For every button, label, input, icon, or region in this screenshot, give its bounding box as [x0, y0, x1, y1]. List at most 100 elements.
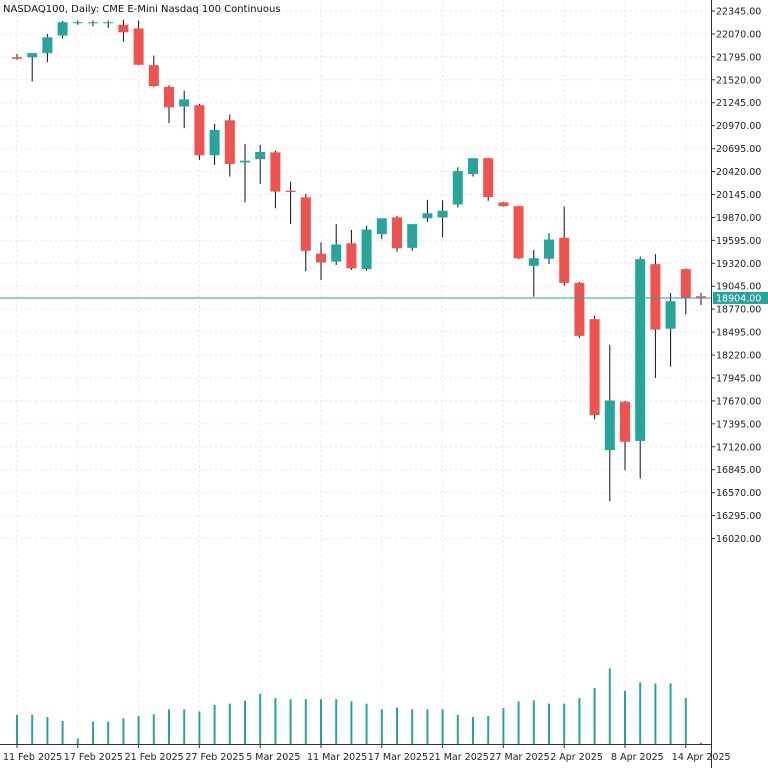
x-tick-label: 17 Feb 2025 — [64, 752, 123, 763]
y-tick-label: 17945.00 — [716, 373, 761, 384]
candle-body — [544, 239, 554, 259]
x-tick-label: 21 Mar 2025 — [429, 752, 489, 763]
x-tick-label: 14 Apr 2025 — [672, 752, 731, 763]
volume-bar — [289, 699, 292, 744]
volume-bar — [578, 698, 581, 744]
y-tick-label: 20420.00 — [716, 167, 761, 178]
candle-body — [27, 53, 38, 58]
volume-bar — [259, 693, 262, 744]
candle-body — [255, 151, 266, 160]
volume-bar — [639, 682, 642, 744]
grid — [0, 0, 711, 744]
x-tick-label: 2 Apr 2025 — [550, 752, 603, 763]
volume-bar — [122, 718, 125, 744]
y-tick-label: 21245.00 — [716, 98, 761, 109]
x-tick-label: 17 Mar 2025 — [368, 752, 428, 763]
candle-body — [103, 22, 114, 24]
y-tick-label: 20695.00 — [716, 144, 761, 155]
candle-body — [528, 258, 539, 266]
volume-bar — [16, 714, 18, 744]
y-tick-label: 17670.00 — [716, 396, 761, 407]
y-tick-label: 18220.00 — [716, 351, 761, 362]
candle-body — [42, 37, 53, 54]
volume-bar — [350, 701, 353, 744]
volume-bar — [76, 738, 79, 744]
y-tick-label: 18770.00 — [716, 305, 761, 316]
candle-body — [559, 237, 570, 283]
candle-body — [331, 244, 342, 262]
volume-bar — [608, 668, 611, 744]
y-tick-label: 19320.00 — [716, 259, 761, 270]
volume-bar — [228, 703, 231, 744]
candle-body — [270, 152, 281, 192]
candle-body — [285, 190, 296, 192]
volume-bar — [396, 707, 398, 744]
y-tick-label: 19870.00 — [716, 213, 761, 224]
x-tick-label: 27 Mar 2025 — [489, 752, 549, 763]
volume-bar — [700, 742, 702, 744]
volume-bar — [61, 721, 64, 744]
volume-bar — [517, 701, 520, 744]
price-axis: 22345.00 22070.00 21795.00 21520.00 21245.00… — [711, 7, 761, 545]
volume-bar — [426, 709, 429, 744]
volume-bar — [472, 717, 474, 744]
y-tick-label: 16020.00 — [716, 534, 761, 545]
candle-body — [118, 24, 129, 33]
candle-body — [407, 224, 418, 248]
y-tick-label: 16295.00 — [716, 511, 761, 522]
volume-bar — [31, 714, 34, 744]
candle-body — [635, 259, 646, 441]
volume-bar — [137, 716, 140, 744]
y-tick-label: 22070.00 — [716, 29, 761, 40]
x-tick-label: 21 Feb 2025 — [125, 752, 184, 763]
y-tick-label: 20970.00 — [716, 121, 761, 132]
candle-body — [620, 401, 630, 442]
volume-bar — [168, 709, 170, 744]
volume-bar — [487, 716, 490, 744]
candle-body — [452, 171, 463, 205]
volume-bar — [274, 698, 277, 744]
candle-body — [72, 22, 83, 24]
volume-bar — [411, 709, 414, 744]
volume-bar — [183, 709, 186, 744]
volume-bar — [335, 699, 338, 744]
candle-body — [392, 217, 402, 249]
candle-body — [209, 129, 220, 156]
volume-bar — [441, 709, 444, 744]
candle-body — [437, 210, 448, 218]
current-price-tag-bg — [713, 291, 768, 304]
candles — [12, 19, 706, 502]
y-tick-label: 21520.00 — [716, 75, 761, 86]
volume-bar — [92, 721, 94, 744]
volume-bar — [46, 717, 49, 744]
y-tick-label: 20145.00 — [716, 190, 761, 201]
candle-body — [468, 158, 478, 175]
candle-body — [164, 86, 174, 108]
candle-body — [240, 160, 250, 163]
y-tick-label: 18495.00 — [716, 328, 761, 339]
y-tick-label: 19045.00 — [716, 282, 761, 293]
y-tick-label: 17395.00 — [716, 419, 761, 430]
candle-body — [513, 206, 524, 259]
current-price-tag: 18904.00 — [713, 291, 768, 304]
candle-body — [376, 218, 387, 235]
x-tick-label: 11 Mar 2025 — [307, 752, 367, 763]
y-tick-label: 17120.00 — [716, 442, 761, 453]
candle-body — [696, 296, 706, 298]
candle-body — [88, 22, 98, 24]
volume-bar — [380, 709, 383, 744]
candle-body — [680, 269, 691, 298]
candle-body — [133, 28, 144, 65]
candle-body — [604, 400, 615, 451]
candle-body — [179, 99, 190, 107]
y-tick-label: 21795.00 — [716, 52, 761, 63]
candle-body — [498, 202, 509, 207]
candle-body — [589, 319, 600, 416]
volume-bar — [456, 714, 459, 744]
time-axis-border — [0, 744, 712, 745]
volume-bar — [213, 704, 216, 744]
candle-body — [224, 120, 235, 165]
y-tick-label: 16570.00 — [716, 488, 761, 499]
